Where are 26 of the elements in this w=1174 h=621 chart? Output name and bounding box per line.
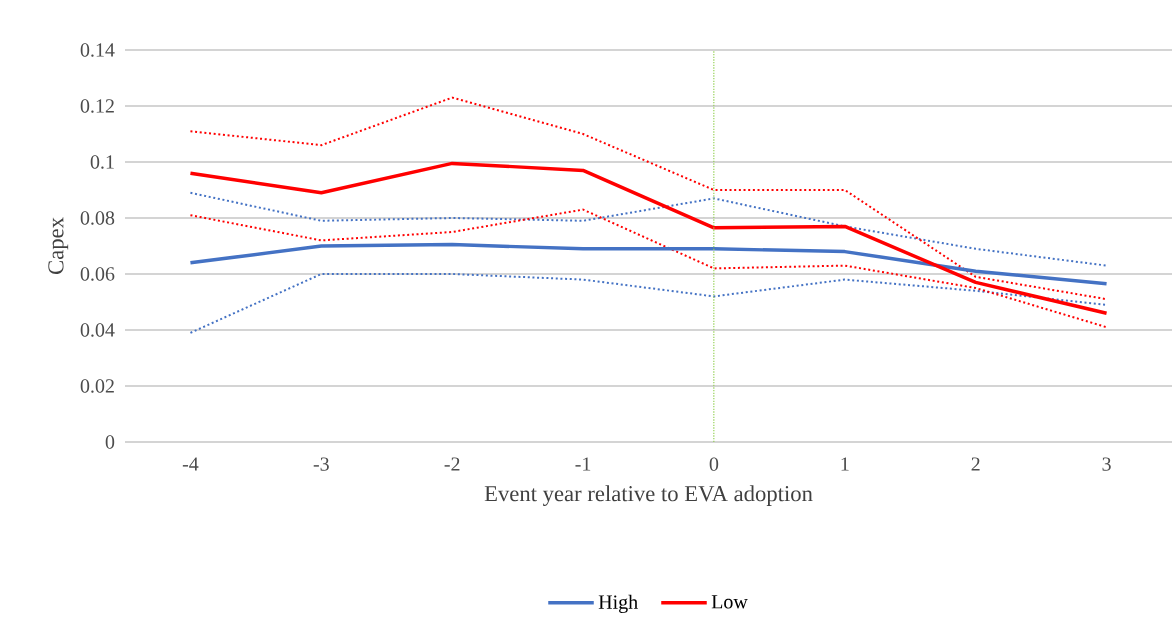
y-tick-label: 0.14 [80,43,115,57]
legend-label: High [598,594,638,613]
line-series [189,208,1108,329]
legend-label: Low [711,595,748,609]
x-tick-label: -2 [444,457,460,471]
x-tick-label: -1 [575,457,591,471]
line-series [189,273,1108,334]
y-tick-label: 0 [105,435,115,449]
y-tick-label: 0.06 [80,267,115,281]
y-tick-label: 0.04 [80,323,115,337]
line-series [188,161,1109,315]
y-tick-label: 0.1 [90,155,114,169]
x-tick-label: 2 [971,457,980,471]
x-tick-label: 1 [841,457,849,471]
x-tick-label: 0 [709,457,719,471]
x-tick-label: -3 [313,457,329,471]
line-series [188,242,1109,286]
y-axis-title: Capex [48,217,69,275]
x-tick-label: -4 [182,457,199,471]
y-tick-label: 0.02 [80,379,114,393]
y-tick-label: 0.08 [80,211,115,225]
line-series [189,191,1108,267]
y-tick-label: 0.12 [80,99,114,113]
x-tick-label: 3 [1102,457,1111,471]
line-series [189,96,1108,301]
x-axis-title: Event year relative to EVA adoption [484,485,813,506]
